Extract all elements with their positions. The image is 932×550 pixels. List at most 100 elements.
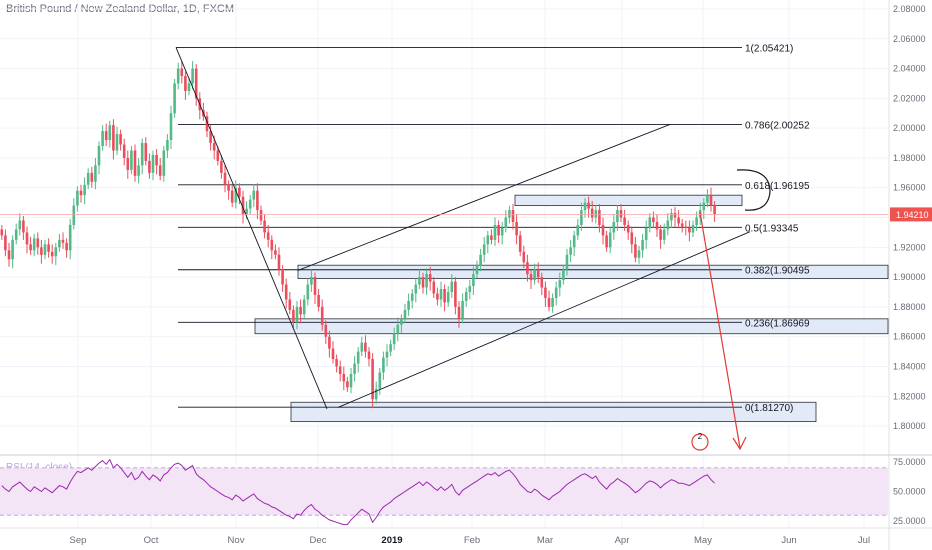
price-tick-label: 1.92000 xyxy=(893,242,926,252)
time-tick-label: Nov xyxy=(228,535,245,546)
candle-body xyxy=(652,217,655,222)
time-axis[interactable]: Sep Oct Nov Dec 2019 Feb Mar Apr May Jun Jul xyxy=(0,527,932,546)
candle-body xyxy=(605,235,608,248)
candle-body xyxy=(22,220,25,233)
candle-body xyxy=(4,235,7,251)
candle-body xyxy=(324,324,328,337)
candle-body xyxy=(508,210,511,218)
current-price-label: 1.94210 xyxy=(896,210,929,220)
price-tick-label: 1.88000 xyxy=(893,302,926,312)
rsi-tick-label: 25.0000 xyxy=(893,516,926,526)
candle-body xyxy=(0,229,4,236)
candle-body xyxy=(454,281,457,307)
candle-body xyxy=(209,131,212,144)
candle-body xyxy=(511,210,515,222)
drawing-overlays[interactable]: 2 xyxy=(175,47,771,451)
candle-body xyxy=(292,309,295,322)
candle-body xyxy=(576,224,580,236)
candle-body xyxy=(428,274,432,282)
candle-body xyxy=(634,244,637,258)
candle-body xyxy=(533,269,536,281)
candle-body xyxy=(43,244,47,255)
candle-body xyxy=(162,150,166,176)
candle-body xyxy=(310,277,313,285)
candle-body xyxy=(432,281,436,294)
candle-body xyxy=(414,284,418,294)
rsi-pane[interactable]: 75.0000 50.0000 25.0000 xyxy=(0,454,932,526)
candle-body xyxy=(558,280,562,288)
candle-body xyxy=(94,165,97,182)
candle-body xyxy=(389,344,392,352)
candle-body xyxy=(493,224,497,240)
candle-body xyxy=(248,199,252,209)
candle-body xyxy=(230,190,234,203)
candle-body xyxy=(58,239,61,248)
candle-body xyxy=(288,299,292,310)
candle-body xyxy=(76,190,79,206)
candle-body xyxy=(515,222,518,236)
price-tick-label: 2.00000 xyxy=(893,123,926,133)
candle-body xyxy=(32,238,36,251)
candle-body xyxy=(457,306,461,319)
candle-body xyxy=(245,208,248,215)
price-axis[interactable]: 2.08000 2.06000 2.04000 2.02000 2.00000 1.980… xyxy=(888,0,932,550)
candle-body xyxy=(234,187,238,203)
candle-body xyxy=(644,227,648,240)
candle-body xyxy=(367,351,371,360)
candle-body xyxy=(598,210,601,225)
candle-body xyxy=(194,68,198,99)
candle-body xyxy=(187,83,191,91)
candle-body xyxy=(65,242,68,251)
candle-body xyxy=(284,284,288,300)
time-tick-label: Jul xyxy=(858,535,870,546)
candle-body xyxy=(641,239,644,251)
candle-body xyxy=(479,254,482,266)
candle-body xyxy=(666,220,670,230)
candle-body xyxy=(50,251,54,257)
candle-body xyxy=(565,254,569,270)
candle-body xyxy=(7,250,11,260)
candle-body xyxy=(342,373,346,382)
candle-body xyxy=(544,287,547,298)
candle-body xyxy=(371,359,374,400)
fibonacci-retracement[interactable]: 1(2.05421) 0.786(2.00252 0.618(1.96195 0.5(… xyxy=(176,43,810,414)
resistance-zone-top xyxy=(514,194,743,207)
candle-body xyxy=(29,244,32,251)
candle-body xyxy=(130,150,133,170)
candle-body xyxy=(418,277,421,285)
candle-body xyxy=(220,160,223,173)
candle-body xyxy=(306,284,310,300)
candle-body xyxy=(601,224,605,236)
candle-body xyxy=(317,294,320,307)
candle-body xyxy=(572,235,576,248)
candle-body xyxy=(475,265,479,275)
candle-body xyxy=(227,184,230,191)
rsi-line xyxy=(1,458,715,526)
candle-body xyxy=(241,196,245,215)
candle-body xyxy=(673,213,677,218)
candle-body xyxy=(328,336,331,349)
candle-body xyxy=(385,351,389,358)
candle-body xyxy=(637,250,641,258)
candle-body xyxy=(587,202,590,209)
candle-body xyxy=(425,274,428,288)
candle-body xyxy=(648,217,652,228)
candle-body xyxy=(500,227,504,236)
fib-label-0: 0(1.81270) xyxy=(745,403,793,414)
candle-body xyxy=(436,293,439,300)
projection-arrow-head xyxy=(732,436,747,451)
rsi-indicator-label: RSI (14, close) xyxy=(6,462,73,473)
candle-body xyxy=(486,235,490,245)
time-tick-label: Feb xyxy=(464,535,480,546)
candle-body xyxy=(569,247,572,255)
candle-body xyxy=(670,213,673,221)
candle-body xyxy=(396,324,400,334)
candle-body xyxy=(706,195,709,203)
candle-body xyxy=(626,224,630,233)
candle-body xyxy=(191,68,194,84)
candle-body xyxy=(583,202,587,211)
candle-body xyxy=(238,187,241,197)
candle-body xyxy=(536,269,540,278)
candle-body xyxy=(270,239,274,251)
